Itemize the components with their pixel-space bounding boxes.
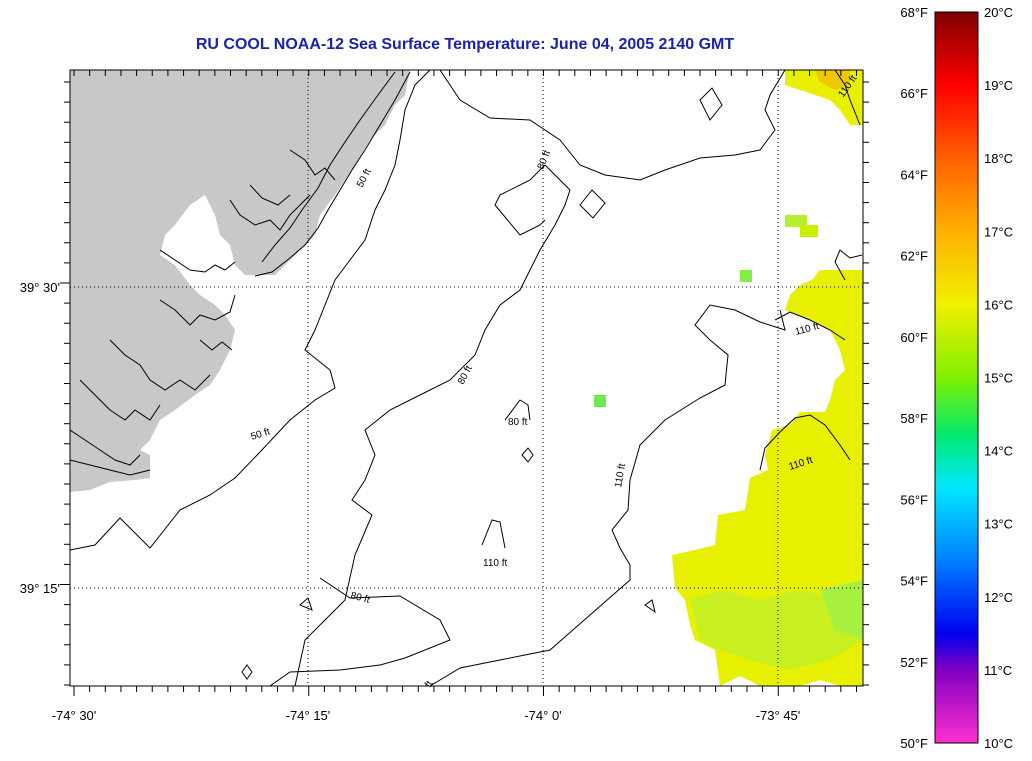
- contour-110ft-east: [439, 70, 786, 181]
- shoal-3: [521, 447, 534, 463]
- contour-50ft: [70, 70, 431, 551]
- lon-label: -74° 15': [286, 708, 331, 723]
- colorbar-c-label: 18°C: [984, 151, 1013, 166]
- lon-label: -73° 45': [756, 708, 801, 723]
- colorbar-gradient: [934, 11, 979, 744]
- colorbar-f-label: 58°F: [900, 411, 928, 426]
- grid-lines: [70, 70, 863, 686]
- colorbar-c-label: 11°C: [984, 663, 1012, 678]
- colorbar-f-label: 50°F: [900, 736, 928, 751]
- colorbar-c-label: 12°C: [984, 590, 1013, 605]
- contour-label: 80 ft: [349, 590, 371, 606]
- colorbar-c-label: 20°C: [984, 5, 1013, 20]
- colorbar-c-label: 14°C: [984, 444, 1013, 459]
- shoal-4: [299, 597, 313, 611]
- axis-ticks: [60, 70, 869, 696]
- shoal-6: [644, 599, 656, 614]
- colorbar-c-label: 15°C: [984, 371, 1013, 386]
- contour-label: ft: [423, 679, 435, 690]
- contour-label: 110 ft: [483, 558, 507, 569]
- colorbar-f-label: 56°F: [900, 492, 928, 507]
- colorbar: 68°F 66°F 64°F 62°F 60°F 58°F 56°F 54°F 52°F 50°F…: [900, 5, 1013, 751]
- sst-data: [594, 70, 863, 686]
- lon-label: -74° 30': [52, 708, 97, 723]
- colorbar-f-label: 54°F: [900, 574, 928, 589]
- contour-mid-box: [504, 399, 531, 421]
- colorbar-f-label: 64°F: [900, 167, 928, 182]
- land-cape-may: [70, 420, 150, 492]
- contour-80ft-west: [294, 164, 571, 686]
- colorbar-f-label: 52°F: [900, 655, 928, 670]
- colorbar-c-label: 19°C: [984, 78, 1013, 93]
- colorbar-f-label: 62°F: [900, 249, 928, 264]
- colorbar-f-label: 68°F: [900, 5, 928, 20]
- shoal-2: [579, 189, 606, 219]
- map-frame: [69, 69, 864, 687]
- bathymetry-contours: [70, 70, 863, 686]
- colorbar-f-label: 60°F: [900, 330, 928, 345]
- map-title: RU COOL NOAA-12 Sea Surface Temperature:…: [195, 36, 735, 53]
- contour-110ft-box: [774, 311, 846, 341]
- shoal-1: [699, 87, 723, 121]
- colorbar-c-label: 17°C: [984, 224, 1013, 239]
- contour-sw-box: [481, 519, 506, 549]
- lat-label: 39° 15': [20, 581, 60, 596]
- lat-label: 39° 30': [20, 280, 60, 295]
- contour-label: 110 ft: [613, 462, 628, 488]
- land-barrier-island: [325, 75, 375, 150]
- contour-label: 80 ft: [508, 417, 528, 428]
- coastline: [70, 71, 411, 476]
- colorbar-c-label: 10°C: [984, 736, 1013, 751]
- contour-80ft-east: [429, 304, 786, 686]
- colorbar-c-label: 13°C: [984, 517, 1013, 532]
- colorbar-f-label: 66°F: [900, 86, 928, 101]
- contour-80ft: [269, 577, 451, 686]
- contour-west-edge: [834, 249, 863, 281]
- colorbar-c-label: 16°C: [984, 297, 1013, 312]
- shoal-5: [241, 664, 253, 680]
- contour-110ft-south: [759, 414, 851, 471]
- lon-label: -74° 0': [524, 708, 561, 723]
- contour-ne: [834, 70, 861, 126]
